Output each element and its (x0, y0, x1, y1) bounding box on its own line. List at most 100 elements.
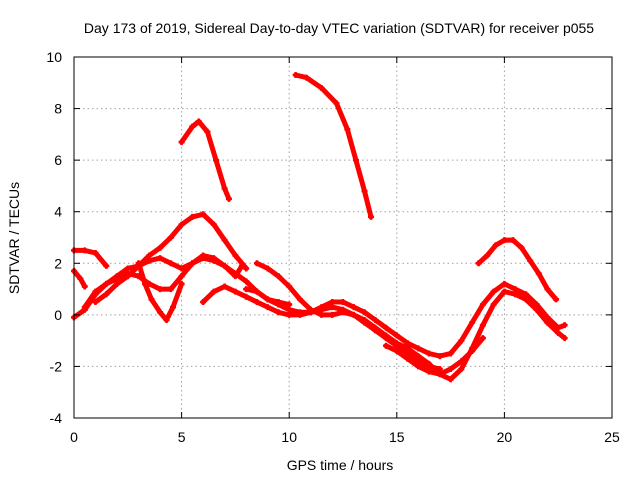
data-point (479, 335, 486, 342)
data-point (253, 288, 260, 295)
data-point (103, 291, 110, 298)
data-point (352, 157, 359, 164)
data-point (213, 157, 220, 164)
data-point (189, 213, 196, 220)
data-point (522, 296, 529, 303)
data-point (200, 252, 207, 259)
data-point (163, 317, 170, 324)
data-point (221, 262, 228, 269)
data-point (490, 288, 497, 295)
data-point (318, 311, 325, 318)
series-arc-h (135, 260, 185, 324)
data-point (361, 317, 368, 324)
data-point (490, 301, 497, 308)
data-point (189, 123, 196, 130)
data-point (77, 275, 84, 282)
data-point (178, 280, 185, 287)
y-tick-label: -2 (50, 358, 63, 374)
data-point (264, 296, 271, 303)
data-point (404, 345, 411, 352)
data-point (221, 283, 228, 290)
data-point (426, 360, 433, 367)
data-point (142, 280, 149, 287)
data-point (329, 298, 336, 305)
data-point (221, 185, 228, 192)
data-point (146, 257, 153, 264)
series-arc-c (71, 247, 110, 269)
y-tick-label: 6 (54, 152, 62, 168)
data-point (561, 322, 568, 329)
data-point (415, 353, 422, 360)
data-point (350, 311, 357, 318)
data-point (157, 286, 164, 293)
series-line-arc-m (476, 237, 559, 302)
data-point (469, 319, 476, 326)
data-point (157, 309, 164, 316)
data-point (103, 262, 110, 269)
y-tick-label: -4 (50, 410, 63, 426)
series-line-arc-b (293, 72, 374, 220)
data-point (232, 273, 239, 280)
series-arc-j (243, 280, 568, 360)
data-point (103, 280, 110, 287)
data-point (458, 337, 465, 344)
data-point (393, 332, 400, 339)
data-point (393, 347, 400, 354)
data-point (544, 319, 551, 326)
data-point (92, 298, 99, 305)
data-point (436, 371, 443, 378)
data-point (361, 309, 368, 316)
data-point (243, 265, 250, 272)
data-point (426, 350, 433, 357)
y-tick-label: 2 (54, 255, 62, 271)
data-point (415, 363, 422, 370)
data-point (178, 139, 185, 146)
data-point (447, 350, 454, 357)
data-point (195, 118, 202, 125)
data-point (200, 298, 207, 305)
data-point (189, 260, 196, 267)
data-point (372, 317, 379, 324)
data-point (81, 304, 88, 311)
data-point (232, 252, 239, 259)
data-point (210, 288, 217, 295)
data-point (447, 366, 454, 373)
data-point (527, 257, 534, 264)
data-point (243, 293, 250, 300)
data-point (512, 286, 519, 293)
x-tick-label: 5 (178, 429, 186, 445)
data-point (484, 252, 491, 259)
data-point (157, 244, 164, 251)
data-point (178, 265, 185, 272)
data-point (479, 301, 486, 308)
data-point (329, 311, 336, 318)
x-tick-label: 25 (604, 429, 620, 445)
data-point (292, 72, 299, 79)
data-point (221, 237, 228, 244)
data-point (157, 255, 164, 262)
data-point (426, 368, 433, 375)
data-point (372, 324, 379, 331)
data-series-group (71, 72, 568, 383)
data-point (492, 242, 499, 249)
data-point (253, 298, 260, 305)
series-arc-l (383, 335, 486, 378)
data-point (415, 358, 422, 365)
data-point (383, 332, 390, 339)
data-point (307, 306, 314, 313)
data-point (479, 322, 486, 329)
chart-title: Day 173 of 2019, Sidereal Day-to-day VTE… (84, 20, 594, 36)
data-point (469, 347, 476, 354)
data-point (275, 301, 282, 308)
data-point (264, 304, 271, 311)
data-point (553, 296, 560, 303)
data-point (178, 221, 185, 228)
data-point (114, 275, 121, 282)
data-point (296, 309, 303, 316)
data-point (204, 128, 211, 135)
data-point (447, 376, 454, 383)
series-line-arc-l (383, 335, 486, 377)
data-point (475, 260, 482, 267)
data-point (264, 265, 271, 272)
